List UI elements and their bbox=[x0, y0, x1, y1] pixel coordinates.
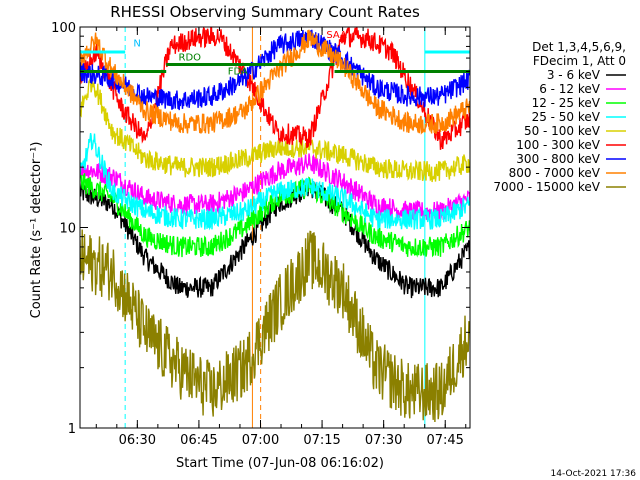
legend-header-0: Det 1,3,4,5,6,9, bbox=[532, 40, 626, 54]
annotation-1: RDO bbox=[179, 53, 202, 64]
series-line-2 bbox=[80, 173, 470, 258]
annotation-2: FDA bbox=[228, 66, 248, 77]
series-line-7 bbox=[80, 29, 470, 135]
series-line-6 bbox=[80, 29, 470, 111]
axes: 1 10 100 06:30 06:45 07:00 07:15 07:30 07:45 bbox=[51, 21, 470, 448]
x-tick-label-1: 06:45 bbox=[180, 433, 217, 448]
legend-label-4: 50 - 100 keV bbox=[524, 124, 601, 138]
y-tick-label-2: 100 bbox=[51, 21, 76, 36]
legend-label-0: 3 - 6 keV bbox=[547, 68, 601, 82]
series-line-4 bbox=[80, 69, 470, 183]
x-tick-label-5: 07:45 bbox=[426, 433, 463, 448]
legend-label-8: 7000 - 15000 keV bbox=[493, 180, 600, 194]
legend-label-6: 300 - 800 keV bbox=[516, 152, 600, 166]
x-tick-label-0: 06:30 bbox=[119, 433, 156, 448]
annotation-0: N bbox=[133, 38, 140, 49]
footer-timestamp: 14-Oct-2021 17:36 bbox=[551, 469, 637, 479]
x-tick-label-2: 07:00 bbox=[242, 433, 279, 448]
x-axis-label: Start Time (07-Jun-08 06:16:02) bbox=[176, 456, 384, 471]
legend-label-7: 800 - 7000 keV bbox=[509, 166, 601, 180]
legend-label-5: 100 - 300 keV bbox=[516, 138, 600, 152]
y-tick-label-1: 10 bbox=[59, 222, 76, 237]
legend-label-1: 6 - 12 keV bbox=[539, 82, 601, 96]
x-tick-label-3: 07:15 bbox=[303, 433, 340, 448]
legend-label-2: 12 - 25 keV bbox=[532, 96, 601, 110]
series-line-8 bbox=[80, 229, 470, 423]
x-tick-label-4: 07:30 bbox=[365, 433, 402, 448]
legend-header-1: FDecim 1, Att 0 bbox=[533, 54, 626, 68]
legend-label-3: 25 - 50 keV bbox=[532, 110, 601, 124]
chart-title: RHESSI Observing Summary Count Rates bbox=[110, 3, 420, 21]
y-tick-label-0: 1 bbox=[68, 422, 76, 437]
annotation-3: SAA bbox=[326, 30, 347, 41]
series-line-3 bbox=[80, 132, 470, 231]
y-axis-label: Count Rate (s⁻¹ detector⁻¹) bbox=[29, 142, 44, 319]
legend: Det 1,3,4,5,6,9,FDecim 1, Att 03 - 6 keV… bbox=[493, 40, 626, 194]
series-line-1 bbox=[80, 153, 470, 222]
plot-area: N RDO FDA SAA bbox=[80, 27, 470, 428]
